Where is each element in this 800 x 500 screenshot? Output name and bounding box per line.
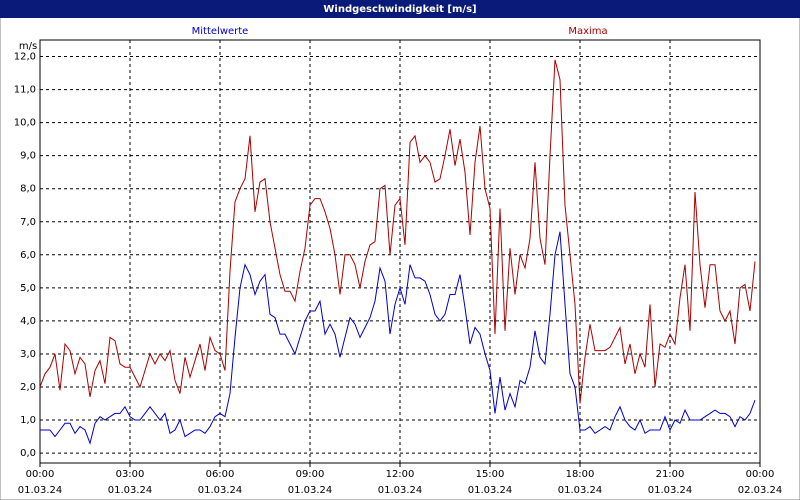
title-bar — [0, 0, 800, 18]
x-tick-label: 00:00 — [746, 469, 775, 480]
x-tick-date: 01.03.24 — [18, 485, 63, 496]
y-tick-label: 12,0 — [14, 52, 36, 63]
x-tick-label: 21:00 — [656, 469, 685, 480]
y-tick-label: 3,0 — [20, 349, 36, 360]
y-tick-label: 5,0 — [20, 283, 36, 294]
x-tick-label: 06:00 — [206, 469, 235, 480]
y-tick-label: 2,0 — [20, 382, 36, 393]
y-tick-label: 1,0 — [20, 415, 36, 426]
y-tick-label: 9,0 — [20, 151, 36, 162]
legend-label: Maxima — [568, 26, 607, 37]
y-tick-label: 8,0 — [20, 184, 36, 195]
y-tick-label: 0,0 — [20, 448, 36, 459]
x-tick-date: 01.03.24 — [648, 485, 693, 496]
y-tick-label: 7,0 — [20, 217, 36, 228]
x-tick-label: 09:00 — [296, 469, 325, 480]
x-tick-date: 02.03.24 — [738, 485, 783, 496]
x-tick-label: 03:00 — [116, 469, 145, 480]
y-tick-label: 6,0 — [20, 250, 36, 261]
legend-label: Mittelwerte — [192, 26, 249, 37]
chart-title: Windgeschwindigkeit [m/s] — [323, 4, 476, 15]
x-tick-label: 12:00 — [386, 469, 415, 480]
x-tick-label: 18:00 — [566, 469, 595, 480]
x-tick-label: 15:00 — [476, 469, 505, 480]
x-tick-date: 01.03.24 — [108, 485, 153, 496]
y-tick-label: 4,0 — [20, 316, 36, 327]
y-tick-label: 10,0 — [14, 118, 36, 129]
x-tick-date: 01.03.24 — [468, 485, 513, 496]
y-tick-label: 11,0 — [14, 85, 36, 96]
data-line — [40, 231, 756, 445]
x-tick-label: 00:00 — [26, 469, 55, 480]
x-tick-date: 01.03.24 — [288, 485, 333, 496]
x-tick-date: 01.03.24 — [378, 485, 423, 496]
data-line — [39, 59, 756, 404]
x-tick-date: 01.03.24 — [558, 485, 603, 496]
y-axis-unit: m/s — [19, 41, 37, 52]
x-tick-date: 01.03.24 — [198, 485, 243, 496]
